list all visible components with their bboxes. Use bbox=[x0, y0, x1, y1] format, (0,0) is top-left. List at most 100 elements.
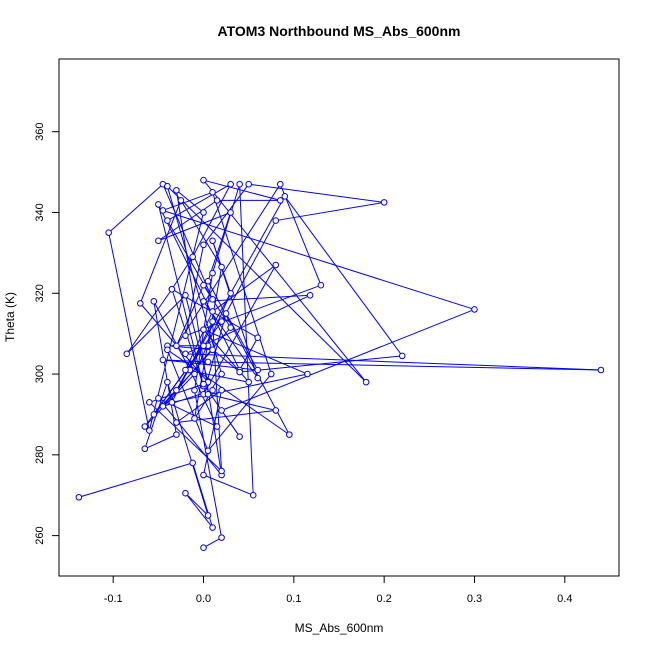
data-point bbox=[245, 180, 252, 188]
data-point bbox=[254, 334, 262, 341]
series-segment bbox=[157, 397, 222, 476]
data-point bbox=[380, 199, 388, 206]
series-segment bbox=[144, 434, 177, 450]
x-tick-label: 0.0 bbox=[196, 593, 211, 605]
series-segment bbox=[162, 209, 475, 310]
data-point bbox=[306, 291, 314, 299]
data-point bbox=[245, 378, 252, 386]
y-tick-label: 360 bbox=[34, 123, 46, 141]
series-segment bbox=[171, 373, 308, 403]
series-segment bbox=[148, 401, 222, 472]
series-segment bbox=[192, 183, 232, 258]
series-segment bbox=[185, 492, 209, 516]
series-segment bbox=[203, 329, 308, 375]
data-point bbox=[191, 386, 198, 394]
y-tick-label: 280 bbox=[34, 446, 46, 464]
data-point bbox=[362, 378, 370, 386]
data-point bbox=[182, 291, 189, 299]
data-point bbox=[254, 374, 262, 382]
data-point bbox=[191, 415, 198, 422]
series-segment bbox=[221, 220, 277, 322]
series-segment bbox=[167, 349, 290, 436]
data-point bbox=[317, 281, 325, 289]
series-segment bbox=[162, 184, 214, 300]
series-segment bbox=[225, 313, 259, 371]
data-point bbox=[209, 188, 216, 196]
data-point bbox=[218, 534, 225, 541]
data-point bbox=[168, 285, 176, 293]
series-segment bbox=[108, 183, 164, 234]
data-point bbox=[150, 298, 158, 305]
series-segment bbox=[153, 301, 191, 371]
series-segment bbox=[239, 184, 254, 496]
data-point bbox=[272, 261, 280, 269]
series-segment bbox=[184, 295, 209, 383]
data-point bbox=[200, 380, 207, 388]
data-point bbox=[272, 407, 280, 414]
data-point bbox=[200, 544, 207, 552]
chart-title: ATOM3 Northbound MS_Abs_600nm bbox=[218, 23, 461, 39]
series-segment bbox=[175, 183, 281, 347]
series-segment bbox=[284, 196, 403, 357]
data-point bbox=[209, 308, 216, 315]
series-segment bbox=[78, 462, 193, 498]
series-segment bbox=[185, 492, 213, 528]
series-segment bbox=[108, 232, 150, 431]
data-point bbox=[209, 386, 216, 394]
series-segment bbox=[248, 183, 385, 203]
data-point bbox=[164, 378, 171, 386]
series-segment bbox=[180, 200, 223, 268]
data-point bbox=[209, 318, 216, 325]
y-axis-label: Theta (K) bbox=[3, 292, 17, 342]
data-point bbox=[272, 217, 280, 224]
x-tick-label: 0.2 bbox=[377, 593, 392, 605]
data-point bbox=[182, 332, 189, 339]
data-point bbox=[200, 176, 207, 184]
data-point bbox=[159, 207, 167, 214]
series-segment bbox=[203, 537, 222, 549]
y-tick-label: 320 bbox=[34, 284, 46, 302]
data-point bbox=[236, 433, 243, 440]
data-point bbox=[200, 298, 207, 305]
data-point bbox=[222, 310, 230, 317]
data-point bbox=[75, 493, 83, 501]
data-point bbox=[182, 366, 189, 374]
data-point bbox=[173, 342, 180, 350]
series-segment bbox=[158, 397, 218, 428]
data-point bbox=[254, 366, 262, 374]
series-segment bbox=[207, 212, 232, 282]
data-point bbox=[213, 423, 221, 430]
series-segment bbox=[158, 199, 218, 242]
data-point bbox=[304, 370, 311, 378]
data-point bbox=[276, 180, 284, 188]
data-point bbox=[155, 201, 162, 208]
data-point bbox=[286, 431, 293, 438]
data-point bbox=[209, 524, 216, 531]
data-point bbox=[200, 471, 207, 479]
series-segment bbox=[212, 192, 272, 375]
series-segment bbox=[176, 189, 204, 213]
data-point bbox=[398, 352, 406, 360]
data-point bbox=[236, 180, 243, 188]
data-point bbox=[173, 186, 180, 194]
data-point bbox=[281, 193, 289, 200]
data-point bbox=[146, 427, 153, 434]
data-point bbox=[173, 386, 180, 394]
series-segment bbox=[162, 191, 213, 211]
data-point bbox=[155, 394, 162, 402]
x-tick-label: 0.1 bbox=[286, 593, 301, 605]
data-point bbox=[471, 306, 478, 313]
data-point bbox=[155, 237, 162, 245]
series-segment bbox=[279, 184, 322, 286]
data-point bbox=[209, 269, 216, 277]
series-segment bbox=[184, 244, 205, 336]
series-segment bbox=[207, 373, 272, 452]
series-lines bbox=[78, 179, 601, 549]
data-point bbox=[204, 358, 212, 366]
series-segment bbox=[176, 389, 222, 423]
series-segment bbox=[126, 288, 173, 355]
series-segment bbox=[275, 201, 385, 222]
data-point bbox=[597, 366, 605, 374]
data-point bbox=[204, 512, 212, 519]
